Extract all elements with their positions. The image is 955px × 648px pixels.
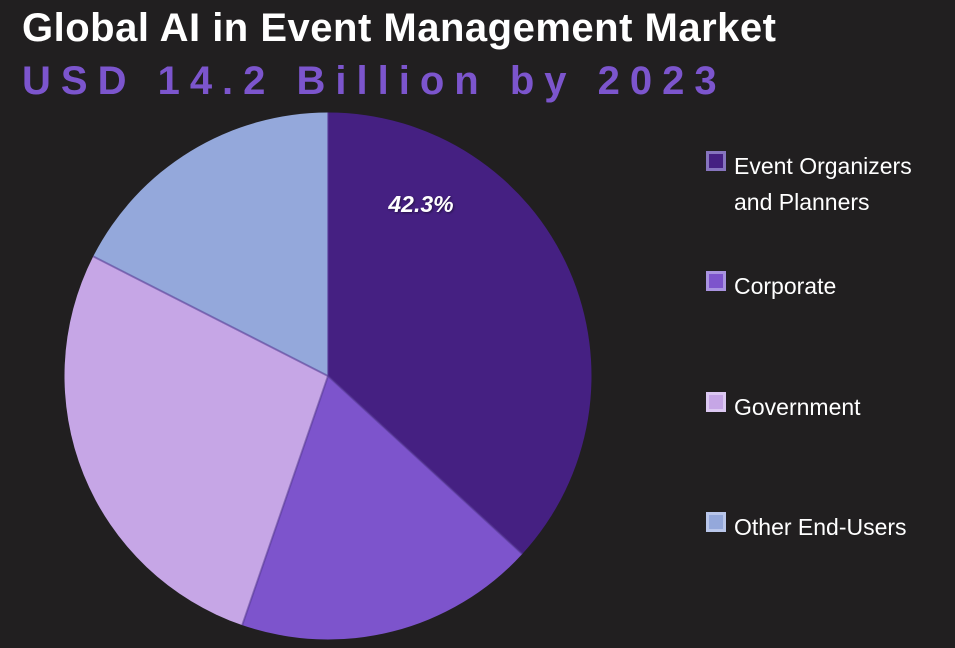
- legend-swatch-icon: [706, 151, 726, 171]
- pie-slice-separator: [327, 375, 523, 555]
- legend-swatch-icon: [706, 392, 726, 412]
- pie-slice-3[interactable]: [64, 256, 328, 626]
- legend-item-event-organizers[interactable]: Event Organizers and Planners: [706, 148, 939, 221]
- pie-svg: [64, 112, 592, 640]
- pie-slice-data-label: 42.3%: [388, 191, 454, 217]
- legend-swatch-icon: [706, 271, 726, 291]
- legend-item-other-end-users[interactable]: Other End-Users: [706, 509, 939, 545]
- pie-slice-separator: [241, 375, 329, 626]
- legend-swatch-icon: [706, 512, 726, 532]
- pie-chart: 42.3%: [63, 111, 593, 641]
- page-title: Global AI in Event Management Market: [22, 6, 777, 50]
- page-subtitle: USD 14.2 Billion by 2023: [22, 59, 727, 103]
- pie-slice-1[interactable]: [328, 112, 592, 555]
- legend-item-label: Event Organizers and Planners: [734, 153, 912, 216]
- pie-slice-separator: [92, 255, 329, 377]
- legend-item-label: Corporate: [734, 273, 837, 299]
- pie-slice-4[interactable]: [93, 112, 328, 377]
- legend-item-label: Government: [734, 394, 861, 420]
- legend-item-government[interactable]: Government: [706, 389, 939, 425]
- pie-slice-2[interactable]: [242, 376, 523, 640]
- legend-item-label: Other End-Users: [734, 514, 907, 540]
- legend-item-corporate[interactable]: Corporate: [706, 268, 939, 304]
- header: Global AI in Event Management Market USD…: [22, 0, 955, 104]
